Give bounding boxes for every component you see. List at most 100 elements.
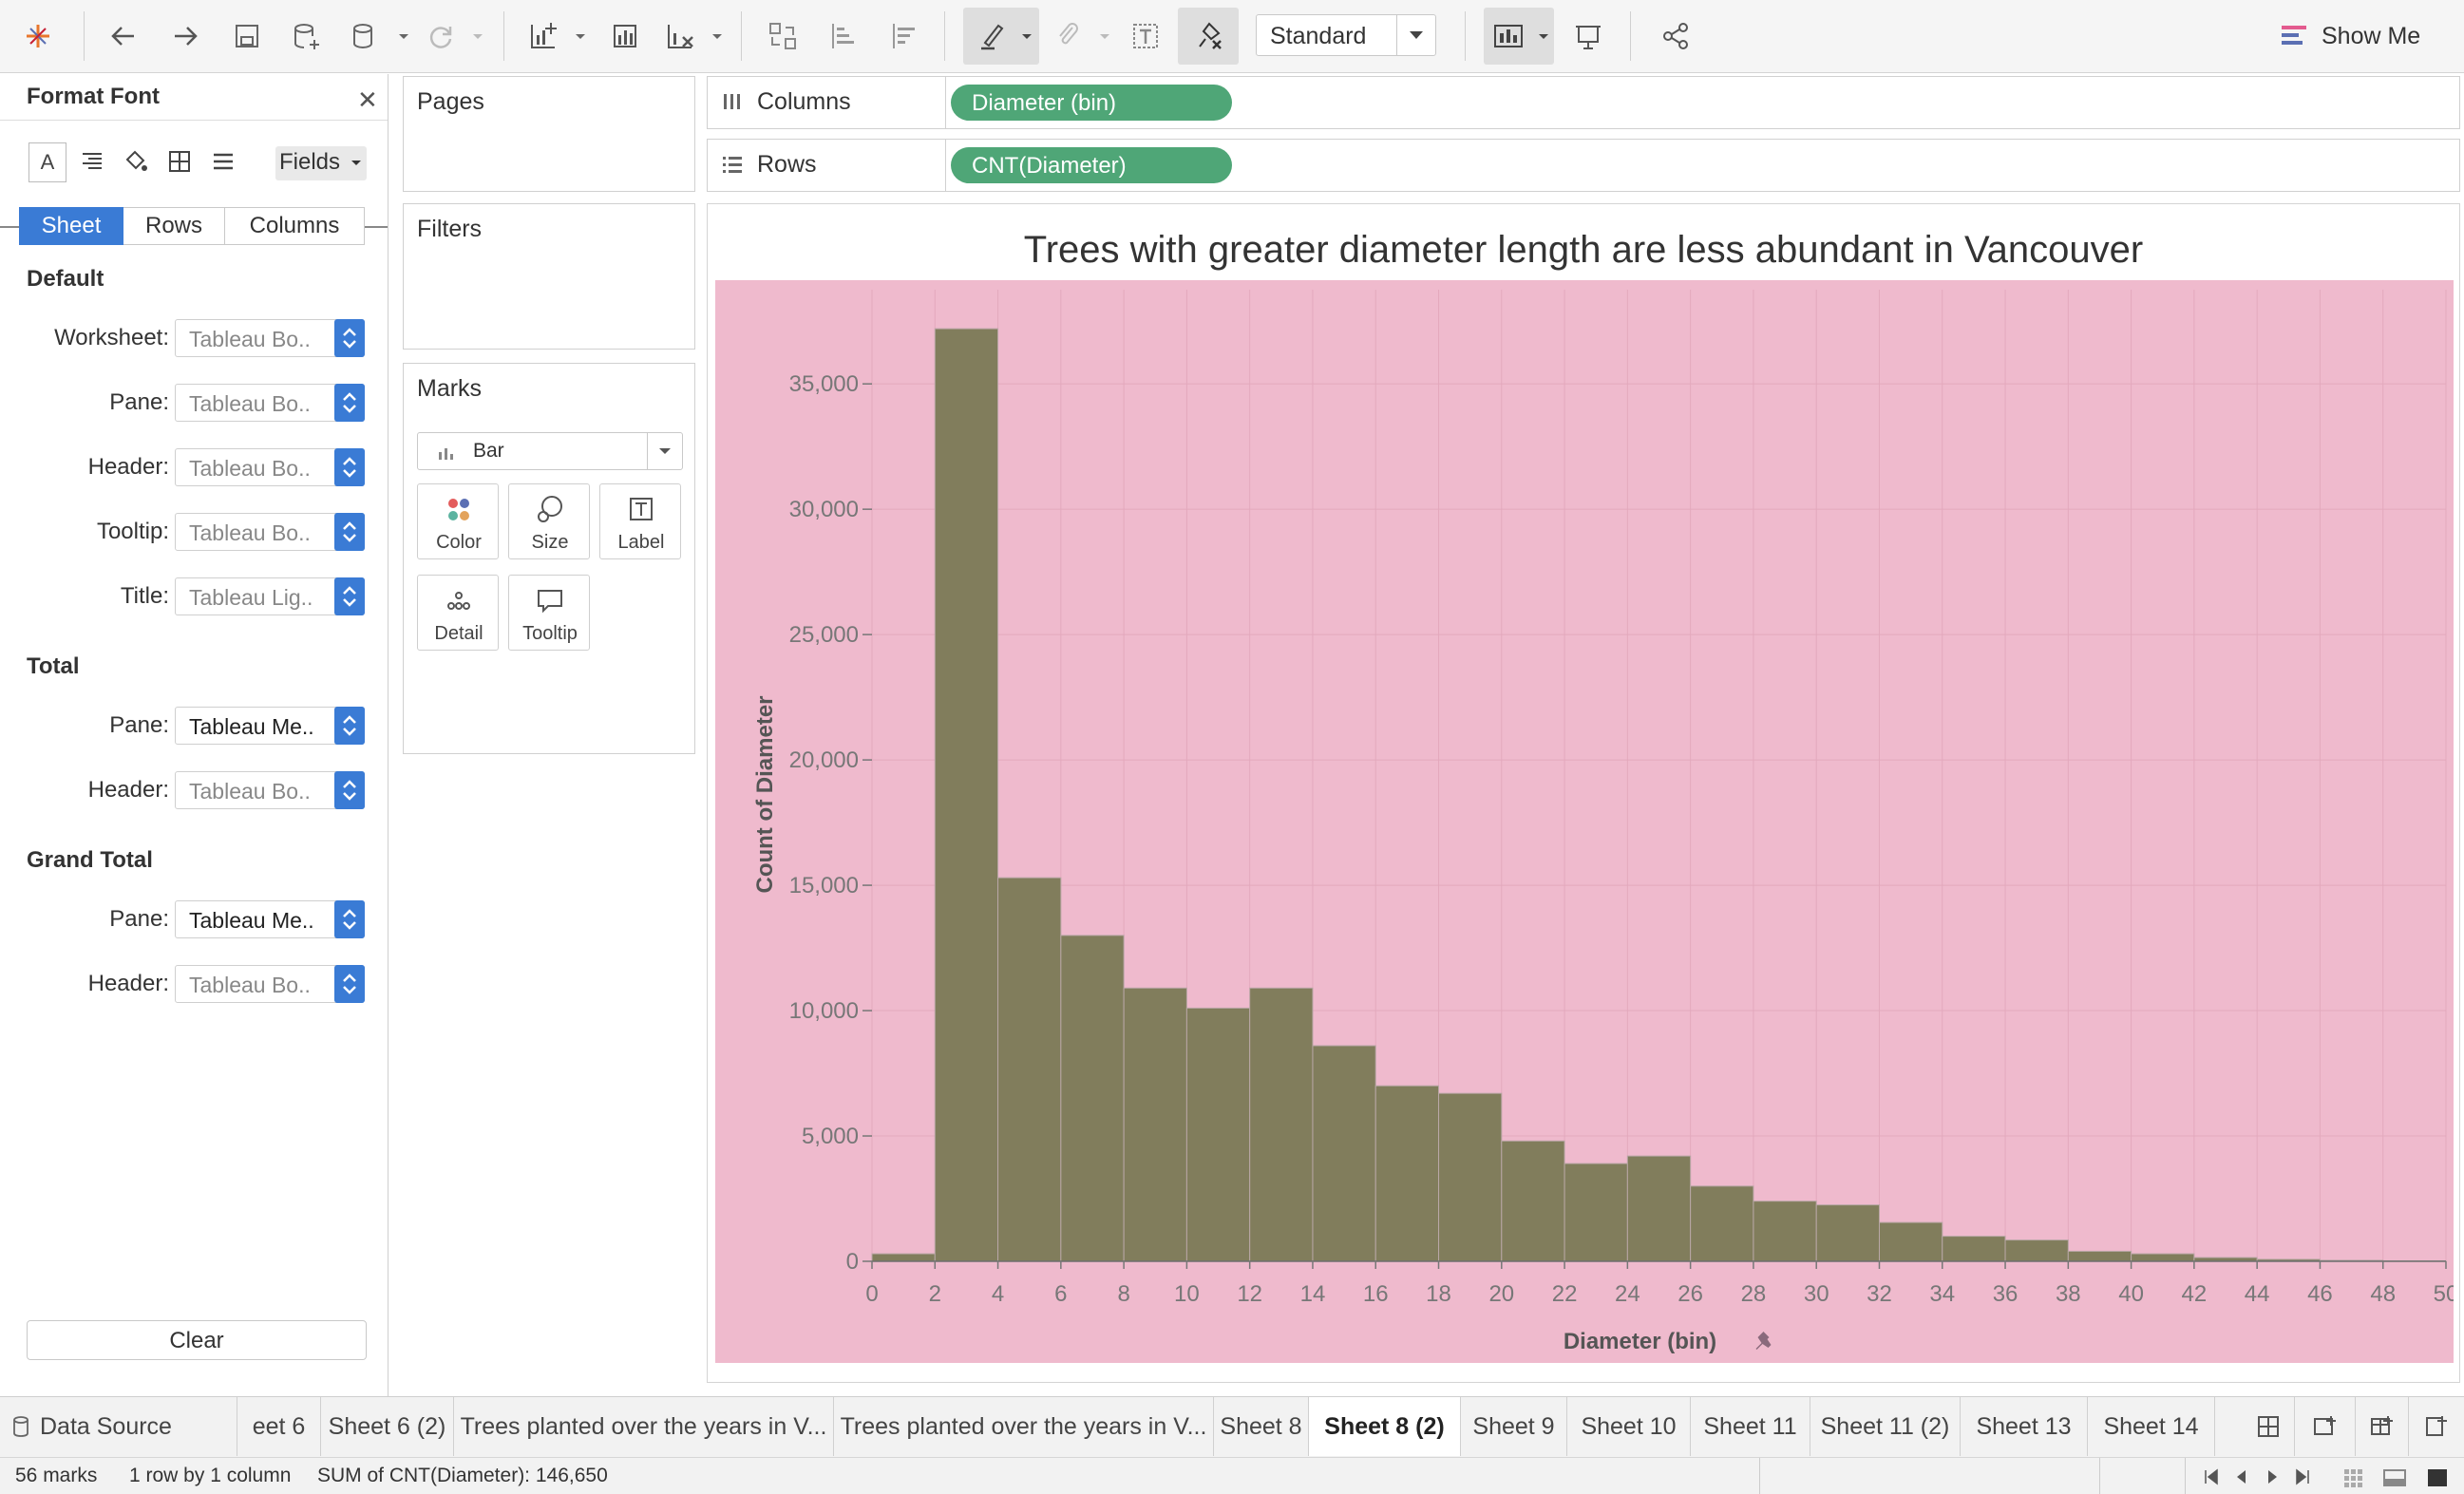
histogram-bar (1374, 1085, 1440, 1262)
tab-rows[interactable]: Rows (123, 207, 225, 245)
sheet-tab[interactable]: Trees planted over the years in V... (834, 1397, 1214, 1456)
shading-tool-icon[interactable] (118, 142, 154, 180)
header-font-select[interactable]: Tableau Bo.. (175, 448, 365, 486)
show-me-button[interactable]: Show Me (2280, 17, 2420, 55)
sheet-tab[interactable]: Sheet 11 (1691, 1397, 1810, 1456)
new-worksheet-icon[interactable] (524, 17, 562, 55)
alignment-tool-icon[interactable] (74, 142, 110, 180)
tableau-logo-icon[interactable] (19, 17, 57, 55)
share-icon[interactable] (1657, 17, 1695, 55)
rows-pill[interactable]: CNT(Diameter) (951, 147, 1232, 183)
chevron-down-icon[interactable] (1396, 15, 1435, 55)
sort-ascending-icon[interactable] (824, 17, 862, 55)
close-icon[interactable]: ✕ (357, 85, 378, 114)
label-button[interactable]: Label (599, 483, 681, 559)
histogram-bar (1815, 1204, 1880, 1262)
stepper-icon[interactable] (334, 707, 365, 745)
borders-tool-icon[interactable] (161, 142, 198, 180)
columns-shelf[interactable]: Columns Diameter (bin) (707, 76, 2460, 129)
tooltip-font-select[interactable]: Tableau Bo.. (175, 513, 365, 551)
refresh-icon[interactable] (422, 17, 460, 55)
size-button[interactable]: Size (508, 483, 590, 559)
view-size-select[interactable]: Standard (1256, 14, 1436, 56)
columns-pill[interactable]: Diameter (bin) (951, 85, 1232, 121)
tooltip-button[interactable]: Tooltip (508, 575, 590, 651)
sheet-tab[interactable]: Sheet 13 (1961, 1397, 2088, 1456)
view-mode-icon[interactable] (2342, 1467, 2456, 1488)
stepper-icon[interactable] (334, 448, 365, 486)
highlight-icon[interactable] (973, 17, 1011, 55)
show-me-icon (2282, 26, 2306, 45)
data-source-tab[interactable]: Data Source (0, 1397, 237, 1456)
detail-button[interactable]: Detail (417, 575, 499, 651)
histogram-chart[interactable]: 0 5,000 10,000 15,000 20,000 25,000 30,000 35,0… (715, 280, 2454, 1363)
sheet-tab[interactable]: eet 6 (237, 1397, 321, 1456)
rows-shelf[interactable]: Rows CNT(Diameter) (707, 139, 2460, 192)
chevron-down-icon (351, 161, 361, 165)
sheet-tab[interactable]: Sheet 8 (1214, 1397, 1309, 1456)
stepper-icon[interactable] (334, 577, 365, 615)
fix-axes-icon[interactable] (1189, 17, 1227, 55)
stepper-icon[interactable] (334, 513, 365, 551)
sheet-tab[interactable]: Sheet 6 (2) (321, 1397, 454, 1456)
worksheet-font-select[interactable]: Tableau Bo.. (175, 319, 365, 357)
clear-button[interactable]: Clear (27, 1320, 367, 1360)
mark-type-select[interactable]: Bar (417, 432, 683, 470)
new-datasource-icon[interactable] (287, 17, 325, 55)
presentation-icon[interactable] (1569, 17, 1607, 55)
new-worksheet-tab-icon[interactable] (2242, 1397, 2295, 1456)
save-icon[interactable] (228, 17, 266, 55)
grand-header-font-select[interactable]: Tableau Bo.. (175, 965, 365, 1003)
group-icon[interactable] (1049, 17, 1087, 55)
chevron-down-icon[interactable] (647, 433, 682, 469)
total-pane-font-select[interactable]: Tableau Me.. (175, 707, 365, 745)
stepper-icon[interactable] (334, 384, 365, 422)
font-value: Tableau Bo.. (189, 779, 311, 804)
new-dashboard-icon[interactable] (2295, 1397, 2356, 1456)
x-tick-label: 12 (1237, 1281, 1262, 1307)
stepper-icon[interactable] (334, 900, 365, 938)
pages-shelf[interactable]: Pages (403, 76, 695, 192)
histogram-bar (1249, 987, 1314, 1262)
stepper-icon[interactable] (334, 319, 365, 357)
swap-icon[interactable] (764, 17, 802, 55)
histogram-bar (1123, 987, 1187, 1262)
pane-font-select[interactable]: Tableau Bo.. (175, 384, 365, 422)
filters-shelf[interactable]: Filters (403, 203, 695, 350)
lines-tool-icon[interactable] (205, 142, 241, 180)
histogram-bar (1690, 1185, 1754, 1262)
sheet-tab[interactable]: Trees planted over the years in V... (454, 1397, 834, 1456)
grand-pane-font-select[interactable]: Tableau Me.. (175, 900, 365, 938)
tab-sheet[interactable]: Sheet (19, 207, 123, 245)
total-header-font-select[interactable]: Tableau Bo.. (175, 771, 365, 809)
sheet-tab[interactable]: Sheet 11 (2) (1810, 1397, 1961, 1456)
redo-icon[interactable] (166, 17, 204, 55)
stepper-icon[interactable] (334, 965, 365, 1003)
fit-icon[interactable] (1489, 17, 1527, 55)
duplicate-sheet-icon[interactable] (604, 17, 642, 55)
new-story-icon[interactable] (2356, 1397, 2409, 1456)
sheet-tab[interactable]: Sheet 8 (2) (1309, 1397, 1461, 1456)
sort-descending-icon[interactable] (885, 17, 923, 55)
fields-dropdown[interactable]: Fields (275, 146, 367, 180)
histogram-bar (934, 328, 999, 1262)
color-button[interactable]: Color (417, 483, 499, 559)
labels-icon[interactable] (1127, 17, 1165, 55)
pause-updates-icon[interactable] (346, 17, 384, 55)
sheet-navigation-icon[interactable] (2202, 1467, 2316, 1486)
tab-columns[interactable]: Columns (225, 207, 365, 245)
sheet-tabs-bar: Data Source eet 6 Sheet 6 (2) Trees plante… (0, 1396, 2464, 1458)
font-tool-icon[interactable]: A (28, 142, 66, 182)
sheet-tab[interactable]: Sheet 14 (2088, 1397, 2215, 1456)
sheet-tab[interactable]: Sheet 10 (1567, 1397, 1691, 1456)
new-story-sheet-icon[interactable] (2409, 1397, 2464, 1456)
stepper-icon[interactable] (334, 771, 365, 809)
pane-font-label: Pane: (109, 389, 169, 415)
undo-icon[interactable] (104, 17, 142, 55)
x-tick-label: 8 (1117, 1281, 1129, 1307)
font-value: Tableau Bo.. (189, 391, 311, 416)
clear-sheet-icon[interactable] (661, 17, 699, 55)
sheet-tab[interactable]: Sheet 9 (1461, 1397, 1567, 1456)
title-font-select[interactable]: Tableau Lig.. (175, 577, 365, 615)
histogram-bar (1060, 935, 1125, 1262)
